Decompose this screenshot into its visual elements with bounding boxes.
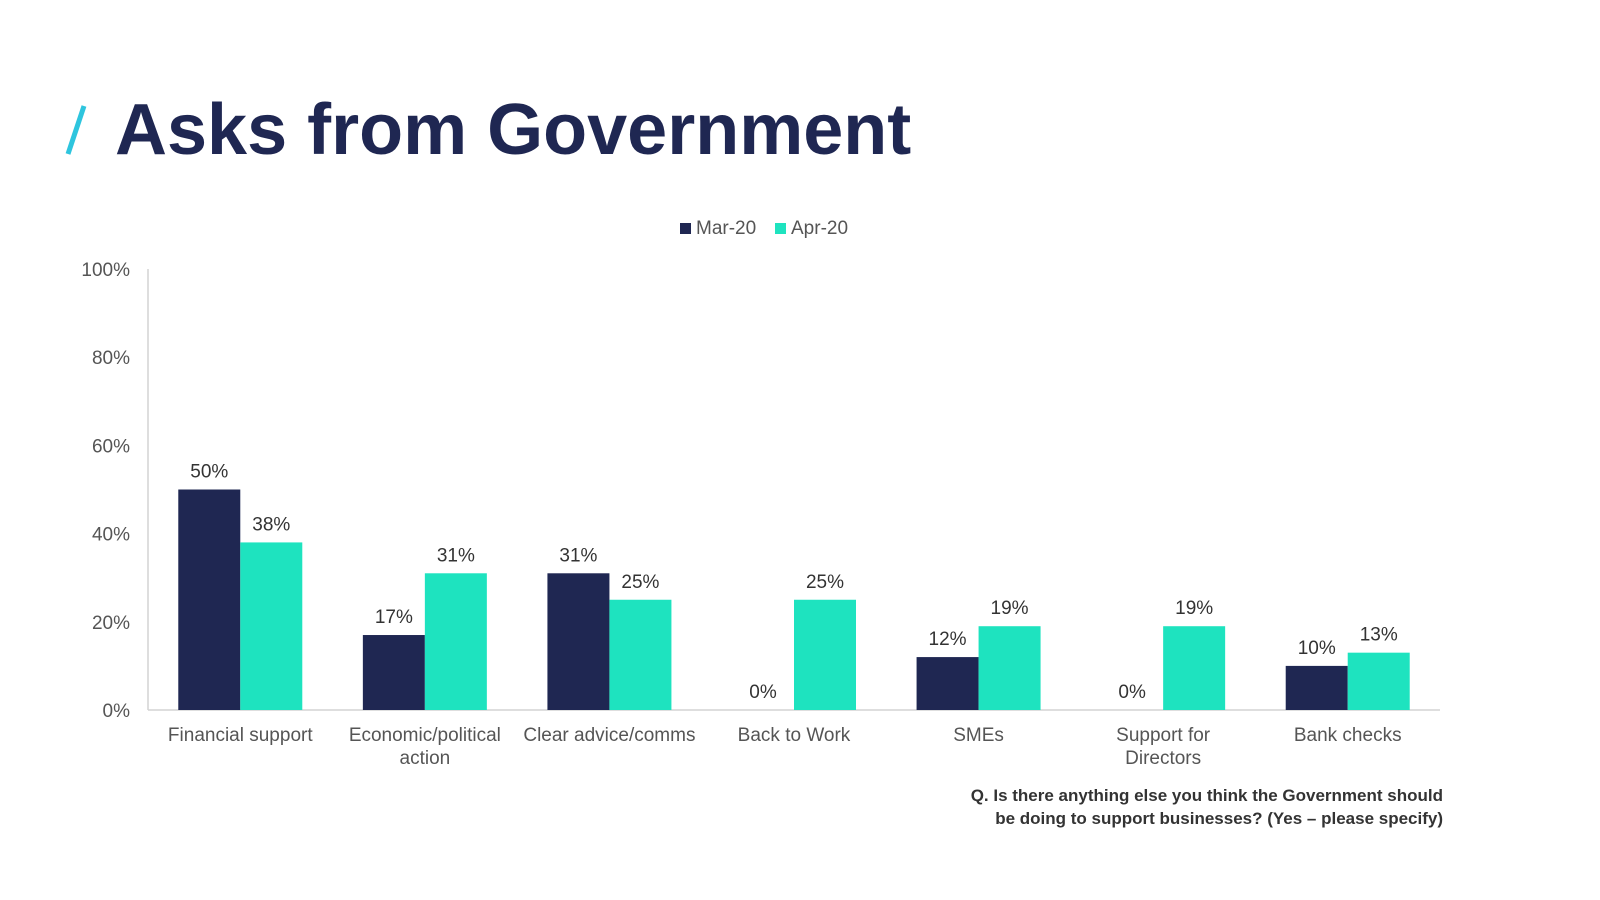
y-tick-label: 0% (103, 701, 131, 722)
title-slash-accent (65, 105, 87, 155)
x-tick-label: SMEs (953, 725, 1004, 746)
bar-apr-20 (978, 626, 1041, 710)
data-label: 31% (437, 545, 475, 566)
bar-chart: 0% 20% 40% 60% 80% 100% 50% 38% Financial suppor… (81, 218, 1440, 769)
bar-apr-20 (609, 599, 672, 710)
data-label: 10% (1298, 638, 1336, 659)
x-tick-label: Back to Work (738, 725, 851, 746)
bar-apr-20 (424, 573, 487, 710)
legend-swatch-mar-20 (680, 223, 691, 234)
bar-mar-20 (916, 657, 979, 710)
x-tick-label: Economic/political (349, 725, 501, 746)
y-tick-label: 100% (81, 260, 130, 281)
bar-apr-20 (1347, 652, 1410, 710)
data-label: 0% (1118, 682, 1146, 703)
data-label: 19% (1175, 598, 1213, 619)
data-label: 17% (375, 607, 413, 628)
data-label: 13% (1360, 625, 1398, 646)
bar-mar-20 (362, 635, 425, 710)
x-tick-label: Directors (1125, 748, 1201, 769)
x-tick-label: action (400, 748, 451, 769)
data-label: 0% (749, 682, 777, 703)
bar-apr-20 (794, 599, 856, 710)
data-label: 25% (621, 572, 659, 593)
x-tick-label: Clear advice/comms (523, 725, 695, 746)
y-tick-label: 60% (92, 436, 130, 457)
x-tick-label: Bank checks (1294, 725, 1402, 746)
data-label: 38% (252, 514, 290, 535)
page-title: Asks from Government (115, 90, 912, 170)
bar-mar-20 (1285, 665, 1348, 710)
survey-question-footnote: Q. Is there anything else you think the … (883, 784, 1443, 830)
data-label: 12% (929, 629, 967, 650)
bar-mar-20 (547, 573, 610, 710)
bar-apr-20 (1163, 626, 1226, 710)
x-tick-label: Support for (1116, 725, 1211, 746)
data-label: 25% (806, 572, 844, 593)
footnote-line-2: be doing to support businesses? (Yes – p… (995, 809, 1443, 828)
y-tick-label: 20% (92, 613, 130, 634)
bar-mar-20 (178, 489, 241, 710)
y-tick-label: 40% (92, 525, 130, 546)
y-tick-label: 80% (92, 348, 130, 369)
legend-swatch-apr-20 (775, 223, 786, 234)
bar-apr-20 (240, 542, 303, 710)
footnote-line-1: Q. Is there anything else you think the … (970, 786, 1443, 805)
legend-label-mar-20: Mar-20 (696, 218, 756, 239)
x-tick-label: Financial support (168, 725, 313, 746)
legend-label-apr-20: Apr-20 (791, 218, 848, 239)
data-label: 31% (559, 545, 597, 566)
data-label: 19% (991, 598, 1029, 619)
data-label: 50% (190, 462, 228, 483)
